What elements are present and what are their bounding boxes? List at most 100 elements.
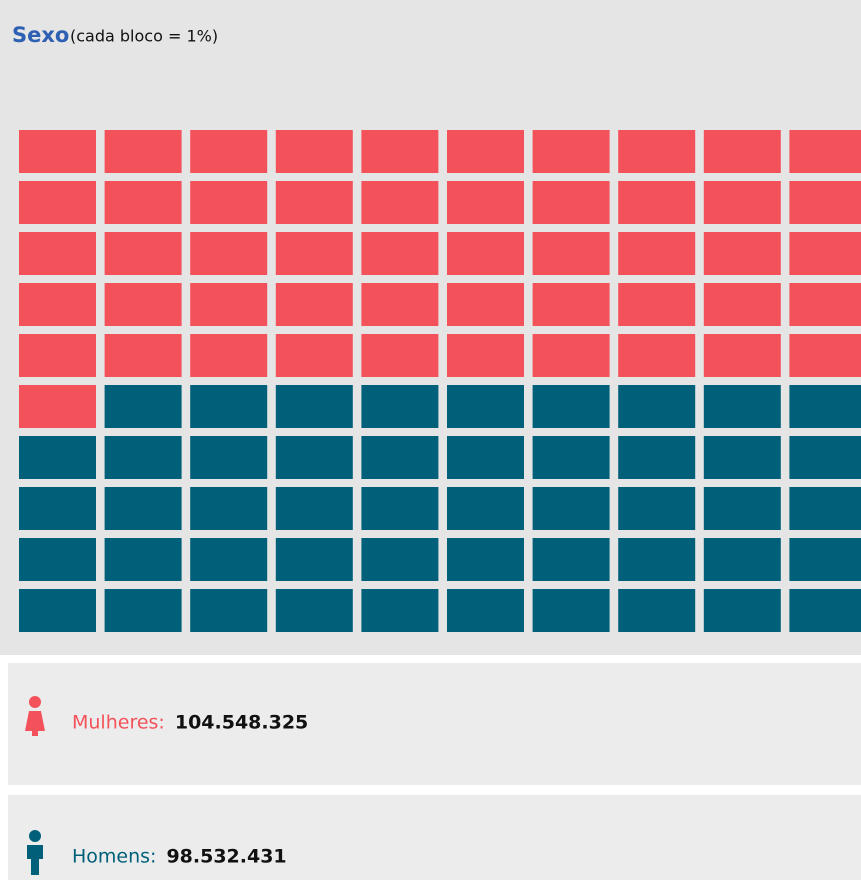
waffle-block — [532, 232, 610, 275]
waffle-block — [104, 589, 182, 632]
waffle-block — [447, 130, 524, 173]
waffle-block — [104, 385, 182, 428]
legend-value: 104.548.325 — [175, 712, 308, 734]
chart-subtitle: (cada bloco = 1%) — [70, 27, 218, 46]
waffle-block — [361, 385, 439, 428]
waffle-block — [275, 538, 353, 581]
waffle-block — [190, 232, 268, 275]
waffle-block — [190, 538, 268, 581]
waffle-block — [275, 487, 353, 530]
waffle-block — [789, 283, 861, 326]
person-icon — [29, 696, 41, 708]
waffle-block — [703, 334, 781, 377]
waffle-block — [618, 283, 696, 326]
waffle-block — [275, 589, 353, 632]
waffle-block — [703, 385, 781, 428]
waffle-block — [104, 232, 182, 275]
waffle-block — [789, 385, 861, 428]
person-icon — [25, 711, 45, 736]
waffle-block — [19, 385, 96, 428]
waffle-block — [190, 334, 268, 377]
person-icon — [29, 830, 41, 842]
waffle-block — [789, 334, 861, 377]
waffle-block — [275, 232, 353, 275]
waffle-block — [447, 181, 524, 224]
waffle-block — [19, 130, 96, 173]
waffle-block — [19, 334, 96, 377]
waffle-block — [190, 181, 268, 224]
waffle-block — [447, 385, 524, 428]
legend-value: 98.532.431 — [166, 846, 286, 868]
waffle-block — [447, 232, 524, 275]
waffle-block — [275, 283, 353, 326]
waffle-block — [703, 436, 781, 479]
waffle-block — [19, 232, 96, 275]
waffle-block — [618, 538, 696, 581]
waffle-block — [532, 334, 610, 377]
waffle-block — [618, 130, 696, 173]
waffle-block — [532, 487, 610, 530]
waffle-block — [19, 436, 96, 479]
legend-item: Mulheres: 104.548.325 — [25, 696, 308, 736]
waffle-block — [618, 487, 696, 530]
waffle-block — [104, 436, 182, 479]
waffle-block — [104, 181, 182, 224]
waffle-block — [447, 334, 524, 377]
waffle-block — [618, 589, 696, 632]
waffle — [19, 130, 861, 632]
waffle-block — [532, 385, 610, 428]
waffle-block — [104, 538, 182, 581]
waffle-block — [190, 589, 268, 632]
waffle-block — [190, 130, 268, 173]
waffle-block — [190, 487, 268, 530]
waffle-block — [532, 130, 610, 173]
waffle-block — [275, 334, 353, 377]
waffle-block — [19, 487, 96, 530]
waffle-block — [361, 589, 439, 632]
waffle-block — [789, 436, 861, 479]
waffle-block — [703, 283, 781, 326]
waffle-block — [361, 283, 439, 326]
waffle-block — [190, 283, 268, 326]
waffle-block — [703, 538, 781, 581]
waffle-block — [703, 232, 781, 275]
waffle-block — [789, 589, 861, 632]
chart-title: Sexo — [12, 23, 69, 47]
legend-panel — [8, 795, 861, 880]
legend-label: Mulheres: — [72, 712, 165, 734]
waffle-block — [703, 130, 781, 173]
waffle-block — [361, 232, 439, 275]
person-icon — [27, 845, 43, 875]
waffle-block — [447, 589, 524, 632]
waffle-block — [703, 487, 781, 530]
waffle-block — [361, 436, 439, 479]
waffle-block — [361, 181, 439, 224]
waffle-block — [532, 436, 610, 479]
waffle-block — [361, 130, 439, 173]
waffle-block — [789, 232, 861, 275]
waffle-block — [19, 283, 96, 326]
waffle-block — [618, 181, 696, 224]
waffle-block — [703, 589, 781, 632]
legend: Mulheres: 104.548.325 Homens: 98.532.431 — [25, 696, 308, 875]
waffle-block — [275, 385, 353, 428]
waffle-block — [532, 538, 610, 581]
waffle-block — [789, 487, 861, 530]
waffle-block — [447, 283, 524, 326]
waffle-block — [104, 487, 182, 530]
waffle-block — [618, 385, 696, 428]
waffle-block — [618, 436, 696, 479]
waffle-block — [789, 181, 861, 224]
waffle-block — [275, 181, 353, 224]
waffle-block — [447, 538, 524, 581]
waffle-block — [447, 487, 524, 530]
waffle-block — [532, 181, 610, 224]
waffle-block — [361, 538, 439, 581]
legend-label: Homens: — [72, 846, 156, 868]
waffle-block — [789, 130, 861, 173]
waffle-block — [532, 589, 610, 632]
waffle-block — [789, 538, 861, 581]
waffle-block — [447, 436, 524, 479]
